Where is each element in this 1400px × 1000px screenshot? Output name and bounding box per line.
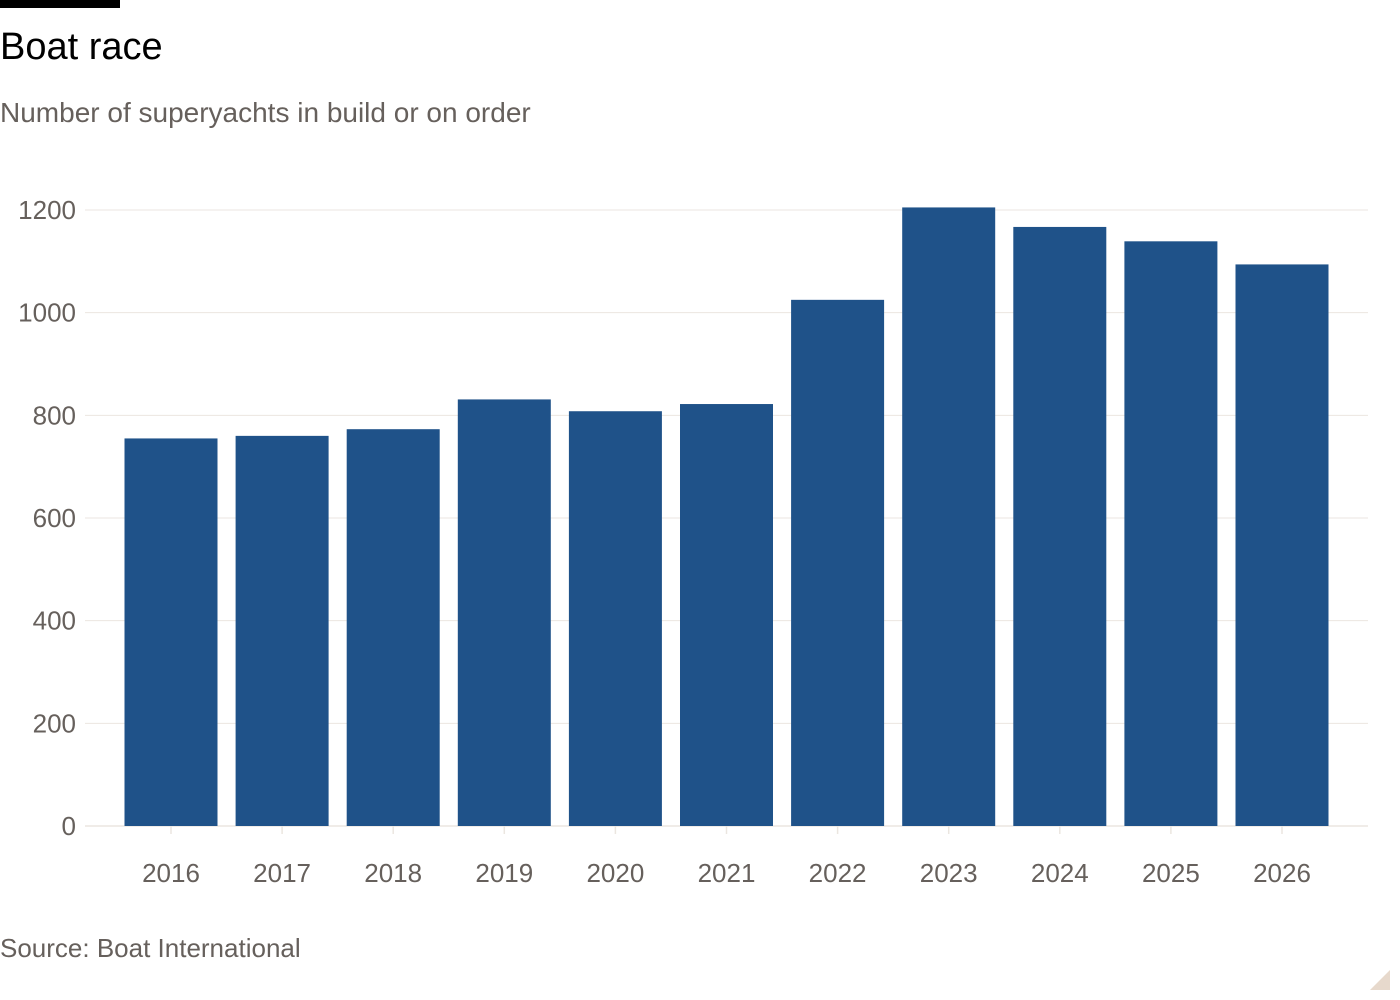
bar-2022 <box>791 299 885 826</box>
y-tick-label: 1200 <box>18 195 76 225</box>
x-tick-label: 2016 <box>142 858 200 888</box>
x-tick-label: 2023 <box>920 858 978 888</box>
bar-2017 <box>235 435 329 826</box>
x-tick-label: 2018 <box>364 858 422 888</box>
bar-2018 <box>346 429 440 826</box>
y-tick-label: 0 <box>62 811 76 841</box>
x-tick-label: 2022 <box>809 858 867 888</box>
y-tick-label: 1000 <box>18 298 76 328</box>
x-tick-label: 2020 <box>586 858 644 888</box>
x-tick-label: 2019 <box>475 858 533 888</box>
x-tick-label: 2026 <box>1253 858 1311 888</box>
x-tick-label: 2025 <box>1142 858 1200 888</box>
bar-2023 <box>902 207 996 826</box>
bar-2026 <box>1235 264 1329 826</box>
corner-fold-icon <box>1370 970 1390 990</box>
x-tick-label: 2017 <box>253 858 311 888</box>
y-axis-ticks: 0 200 400 600 800 1000 1200 <box>18 195 76 841</box>
bar-2025 <box>1124 241 1218 826</box>
bar-2024 <box>1013 226 1107 826</box>
brand-top-bar <box>0 0 120 8</box>
y-tick-label: 600 <box>33 503 76 533</box>
y-tick-label: 800 <box>33 400 76 430</box>
y-tick-label: 400 <box>33 606 76 636</box>
x-axis-ticks: 2016 2017 2018 2019 2020 2021 2022 2023 2024 2025… <box>142 826 1311 888</box>
x-tick-label: 2021 <box>698 858 756 888</box>
bar-2020 <box>568 411 662 826</box>
chart-title: Boat race <box>0 26 163 68</box>
bars <box>124 207 1329 826</box>
x-tick-label: 2024 <box>1031 858 1089 888</box>
chart-subtitle: Number of superyachts in build or on ord… <box>0 97 531 128</box>
bar-2019 <box>457 399 551 826</box>
y-tick-label: 200 <box>33 708 76 738</box>
source-note: Source: Boat International <box>0 933 301 963</box>
bar-2016 <box>124 438 218 826</box>
bar-2021 <box>680 404 773 826</box>
